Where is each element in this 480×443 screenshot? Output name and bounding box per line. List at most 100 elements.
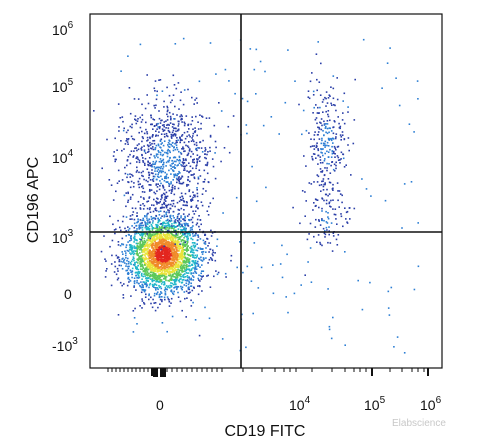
event-dot (320, 128, 323, 131)
event-dot (162, 166, 165, 168)
event-dot (316, 78, 318, 81)
event-dot (178, 178, 180, 181)
event-dot (172, 162, 174, 164)
event-dot (173, 255, 175, 257)
event-dot (165, 134, 168, 137)
event-dot (136, 161, 138, 163)
event-dot (110, 263, 113, 265)
event-dot (163, 255, 165, 258)
event-dot (165, 120, 167, 122)
event-dot (180, 240, 183, 243)
event-dot (175, 259, 178, 261)
event-dot (169, 214, 172, 217)
event-dot (151, 123, 153, 125)
event-dot (140, 149, 143, 151)
event-dot (156, 153, 159, 156)
event-dot (154, 90, 156, 92)
event-dot (143, 303, 146, 305)
event-dot (144, 267, 147, 269)
event-dot (329, 148, 331, 151)
event-dot (164, 249, 167, 251)
event-dot (158, 117, 161, 120)
event-dot (128, 281, 130, 283)
event-dot (338, 206, 340, 208)
x-tick-label: 106 (420, 395, 442, 413)
event-dot (178, 279, 180, 282)
event-dot (155, 265, 157, 268)
event-dot (171, 256, 174, 258)
event-dot (153, 270, 156, 272)
event-dot (152, 298, 154, 301)
event-dot (349, 218, 351, 220)
event-dot (144, 157, 147, 160)
event-dot (159, 248, 161, 250)
event-dot (186, 238, 188, 240)
event-dot (158, 237, 160, 239)
event-dot (140, 286, 143, 289)
event-dot (125, 205, 127, 208)
event-dot (156, 235, 159, 237)
event-dot (171, 257, 173, 260)
event-dot (165, 285, 168, 287)
event-dot (259, 60, 262, 63)
event-dot (165, 246, 168, 249)
event-dot (134, 147, 136, 150)
event-dot (168, 226, 171, 229)
event-dot (181, 245, 184, 247)
event-dot (171, 237, 173, 239)
event-dot (186, 259, 189, 261)
event-dot (293, 292, 296, 295)
event-dot (165, 152, 168, 154)
event-dot (125, 252, 127, 254)
event-dot (146, 74, 148, 76)
event-dot (148, 243, 151, 246)
event-dot (317, 126, 319, 129)
event-dot (180, 224, 183, 226)
event-dot (185, 164, 188, 167)
event-dot (321, 244, 323, 247)
event-dot (180, 285, 182, 288)
event-dot (134, 233, 136, 235)
event-dot (182, 148, 184, 150)
event-dot (164, 239, 167, 241)
event-dot (158, 273, 160, 275)
event-dot (181, 271, 183, 273)
event-dot (187, 272, 190, 274)
event-dot (370, 195, 372, 197)
event-dot (146, 243, 148, 245)
event-dot (132, 331, 135, 333)
event-dot (195, 272, 198, 274)
event-dot (143, 149, 146, 151)
event-dot (181, 134, 184, 136)
event-dot (186, 249, 188, 252)
event-dot (119, 226, 121, 229)
event-dot (161, 149, 163, 151)
event-dot (180, 264, 183, 267)
event-dot (361, 178, 363, 180)
event-dot (174, 263, 176, 266)
event-dot (116, 149, 118, 151)
event-dot (185, 264, 187, 267)
event-dot (151, 250, 154, 253)
event-dot (305, 165, 307, 167)
event-dot (188, 162, 190, 164)
event-dot (127, 226, 129, 228)
event-dot (140, 222, 142, 225)
event-dot (161, 281, 164, 283)
event-dot (214, 152, 216, 154)
event-dot (353, 207, 356, 210)
event-dot (127, 55, 129, 57)
event-dot (327, 288, 329, 290)
event-dot (167, 245, 169, 248)
event-dot (127, 181, 129, 183)
event-dot (317, 154, 319, 157)
event-dot (199, 141, 201, 144)
event-dot (162, 262, 164, 265)
event-dot (208, 242, 210, 244)
event-dot (154, 148, 157, 151)
event-dot (169, 237, 171, 240)
event-dot (187, 276, 189, 279)
event-dot (125, 131, 128, 134)
event-dot (320, 118, 323, 120)
event-dot (177, 286, 180, 288)
